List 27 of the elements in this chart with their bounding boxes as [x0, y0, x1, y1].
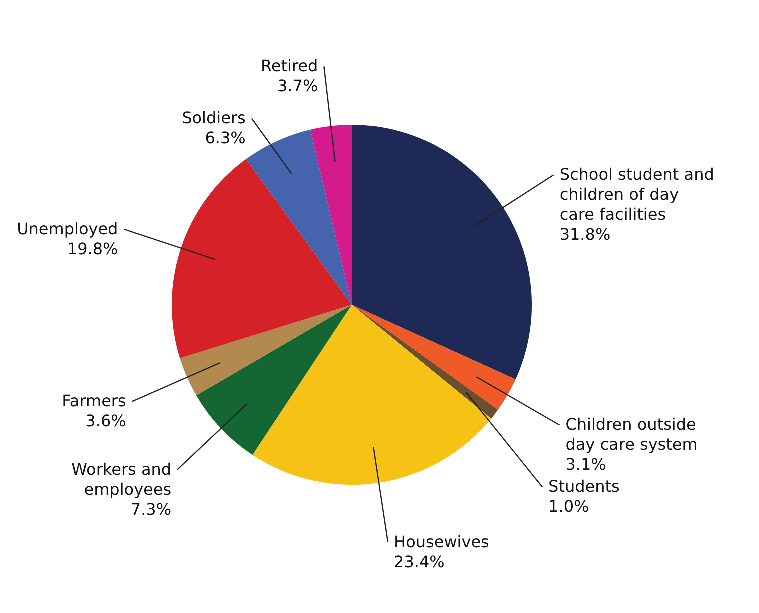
- data-label: 6.3%: [205, 128, 246, 148]
- slice-label: Housewives: [394, 532, 490, 552]
- slice-label: Soldiers: [182, 108, 246, 128]
- pie-slice: [352, 125, 532, 380]
- slice-label: School student and children of day care facilities: [560, 165, 714, 224]
- data-label: 31.8%: [560, 225, 611, 244]
- slice-label: Workers and employees: [72, 460, 172, 499]
- slice-label: Children outside day care system: [566, 415, 698, 454]
- data-label: 3.7%: [278, 76, 318, 96]
- slice-label: Unemployed: [17, 219, 118, 238]
- slice-label: Retired: [260, 56, 318, 76]
- slice-label: Students: [548, 477, 620, 496]
- data-label: 1.0%: [548, 497, 590, 516]
- pie-slice: [352, 305, 516, 410]
- slice-label: Farmers: [62, 392, 126, 411]
- pie-slice: [310, 125, 352, 305]
- pie-slice: [252, 305, 492, 485]
- data-label: 19.8%: [67, 239, 118, 258]
- pie-slice: [246, 130, 352, 305]
- data-label: 3.1%: [566, 455, 606, 474]
- pie-slice: [196, 305, 352, 456]
- data-label: 7.3%: [130, 500, 172, 519]
- pie-slice: [180, 305, 352, 396]
- data-label: 3.6%: [86, 412, 126, 431]
- data-label: 23.4%: [394, 552, 445, 572]
- pie-slice: [352, 305, 498, 419]
- pie-slice: [172, 159, 352, 358]
